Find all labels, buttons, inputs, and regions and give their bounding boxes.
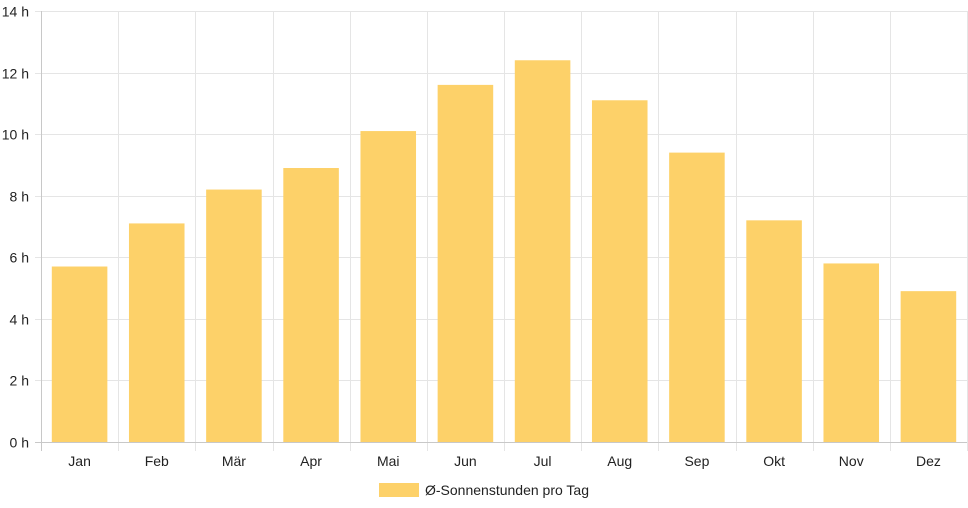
x-tick-label: Aug (607, 453, 632, 469)
bar-dez[interactable] (900, 291, 957, 442)
bar-aug[interactable] (591, 100, 648, 442)
legend[interactable]: Ø-Sonnenstunden pro Tag (379, 482, 589, 498)
x-tick-label: Mär (222, 453, 246, 469)
y-tick-label: 10 h (2, 127, 29, 143)
y-tick-label: 4 h (10, 312, 29, 328)
y-axis-tick-labels: 0 h 2 h 4 h 6 h 8 h 10 h 12 h 14 h (2, 4, 29, 451)
x-tick-label: Jan (68, 453, 91, 469)
bar-mär[interactable] (206, 189, 262, 442)
bar-apr[interactable] (283, 168, 339, 442)
bar-feb[interactable] (128, 223, 185, 442)
x-axis-tick-labels: Jan Feb Mär Apr Mai Jun Jul Aug Sep Okt Nov Dez (68, 453, 941, 469)
bar-jan[interactable] (51, 266, 108, 442)
x-tick-label: Sep (684, 453, 709, 469)
x-tick-label: Nov (839, 453, 864, 469)
y-tick-label: 12 h (2, 66, 29, 82)
bar-jul[interactable] (514, 60, 571, 442)
bars (51, 60, 957, 443)
bar-jun[interactable] (437, 84, 494, 442)
x-tick-label: Mai (377, 453, 400, 469)
y-tick-label: 0 h (10, 435, 29, 451)
x-tick-label: Jun (454, 453, 477, 469)
bar-okt[interactable] (746, 220, 802, 442)
y-tick-label: 2 h (10, 373, 29, 389)
legend-swatch[interactable] (379, 483, 420, 497)
x-tick-label: Apr (300, 453, 322, 469)
x-tick-label: Dez (916, 453, 941, 469)
x-tick-label: Okt (763, 453, 785, 469)
y-tick-label: 6 h (10, 250, 29, 266)
bar-mai[interactable] (360, 131, 417, 442)
grid-lines (35, 11, 968, 451)
x-tick-label: Jul (534, 453, 552, 469)
y-tick-label: 8 h (10, 189, 29, 205)
x-tick-label: Feb (145, 453, 169, 469)
bar-sep[interactable] (669, 152, 725, 443)
bar-nov[interactable] (823, 263, 880, 442)
legend-label[interactable]: Ø-Sonnenstunden pro Tag (425, 482, 589, 498)
y-tick-label: 14 h (2, 4, 29, 20)
